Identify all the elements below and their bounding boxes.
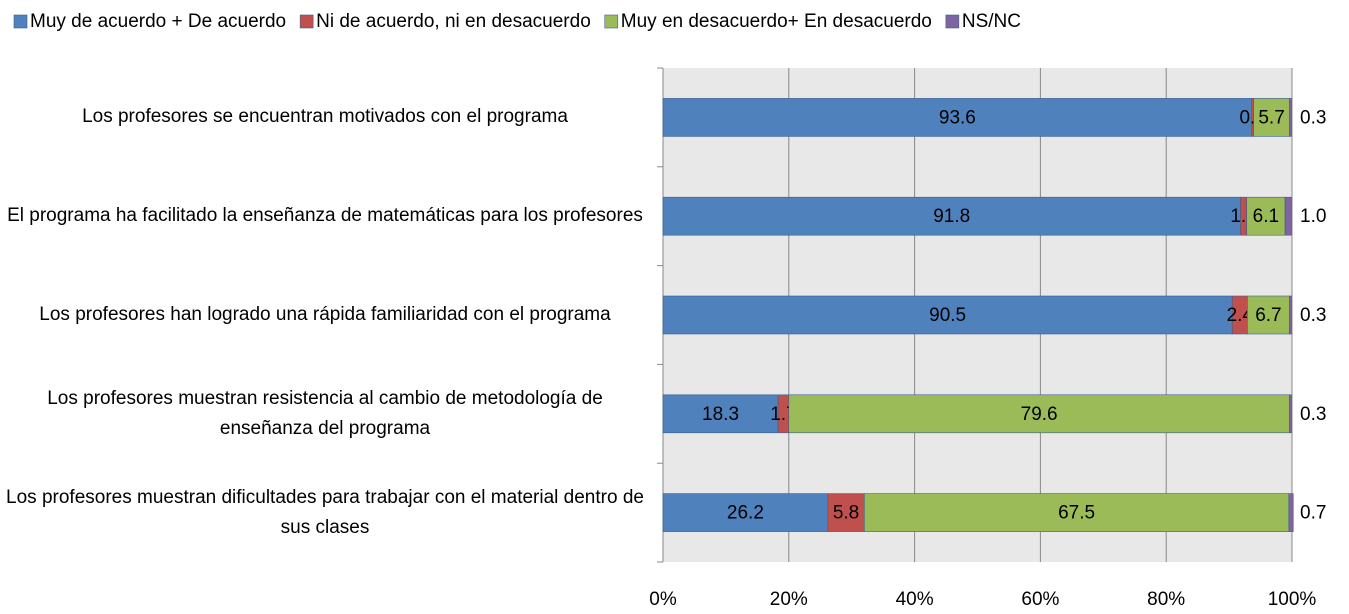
x-tick-label: 20% <box>770 589 808 610</box>
data-label: 2.4 <box>1227 305 1254 326</box>
data-label: 5.7 <box>1258 107 1284 128</box>
y-tick-label: Los profesores muestran resistencia al c… <box>47 387 603 439</box>
bar-segment <box>1246 196 1286 236</box>
bar-segment <box>662 394 779 434</box>
bar-segment <box>662 493 829 532</box>
data-label: 0.3 <box>1300 404 1326 425</box>
x-tick-label: 40% <box>896 589 934 610</box>
legend-label: NS/NC <box>962 11 1021 32</box>
x-tick-label: 0% <box>649 589 677 610</box>
bar-segment <box>1289 295 1292 335</box>
bar-segment <box>1284 196 1292 236</box>
bar-segment <box>662 196 1241 236</box>
data-label: 79.6 <box>1021 404 1058 425</box>
bar-segment <box>788 394 1290 434</box>
bar-segment <box>1247 295 1290 335</box>
data-label: 6.7 <box>1255 305 1281 326</box>
data-label: 18.3 <box>702 404 739 425</box>
data-label: 0.7 <box>1300 503 1326 524</box>
data-label: 90.5 <box>929 305 966 326</box>
data-label: 26.2 <box>727 503 764 524</box>
bar-segment <box>1289 98 1292 137</box>
bar-segment <box>662 295 1233 335</box>
x-tick-label: 60% <box>1021 589 1059 610</box>
legend-swatch <box>13 14 28 29</box>
data-label: 91.8 <box>933 206 970 227</box>
bar-segment <box>1288 493 1294 532</box>
data-label: 0.3 <box>1300 107 1326 128</box>
y-tick-label: El programa ha facilitado la enseñanza d… <box>7 205 643 227</box>
legend-swatch <box>945 14 960 29</box>
legend-swatch <box>604 14 619 29</box>
data-label: 6.1 <box>1253 206 1279 227</box>
bar-segment <box>863 493 1290 532</box>
y-tick-label: Los profesores han logrado una rápida fa… <box>39 303 611 325</box>
data-label: 5.8 <box>833 503 859 524</box>
bar-segment <box>662 98 1253 137</box>
data-label: 0.3 <box>1300 305 1326 326</box>
y-tick-label: Los profesores muestran dificultades par… <box>6 486 644 538</box>
legend-label: Muy de acuerdo + De acuerdo <box>30 11 286 32</box>
legend-swatch <box>299 14 314 29</box>
x-tick-label: 100% <box>1268 589 1317 610</box>
y-tick-label: Los profesores se encuentran motivados c… <box>82 106 568 128</box>
bar-segment <box>827 493 865 532</box>
data-label: 93.6 <box>939 107 976 128</box>
bar-segment <box>1289 394 1292 434</box>
legend-label: Muy en desacuerdo+ En desacuerdo <box>621 11 932 32</box>
x-tick-label: 80% <box>1147 589 1185 610</box>
legend-label: Ni de acuerdo, ni en desacuerdo <box>316 11 591 32</box>
data-label: 67.5 <box>1058 503 1095 524</box>
data-label: 1.0 <box>1300 206 1326 227</box>
